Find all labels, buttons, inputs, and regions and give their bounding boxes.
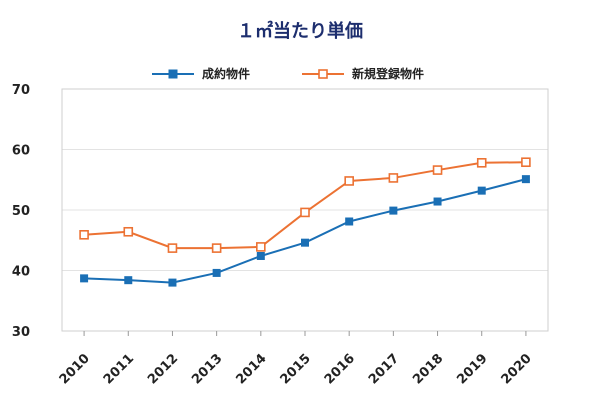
data-point-2-2014 [256, 242, 266, 252]
data-point-1-2018 [433, 197, 442, 206]
data-point-2-2016 [344, 176, 354, 186]
x-tick-label-2011: 2011 [101, 351, 137, 387]
data-point-2-2019 [476, 158, 487, 168]
x-tick-label-2020: 2020 [499, 351, 535, 387]
data-point-2-2011 [123, 226, 134, 237]
legend-label-1: 成約物件 [202, 66, 250, 81]
data-point-1-2020 [521, 175, 530, 184]
data-point-1-2012 [168, 278, 177, 287]
y-tick-label-70: 70 [12, 83, 30, 98]
series-line-2 [84, 161, 526, 250]
y-tick-label-30: 30 [12, 325, 30, 340]
data-point-2-2018 [432, 165, 443, 175]
x-tick-label-2016: 2016 [322, 351, 358, 387]
x-tick-label-2013: 2013 [189, 351, 225, 387]
data-point-1-2014 [256, 251, 265, 260]
x-tick-label-2019: 2019 [454, 351, 490, 387]
data-point-1-2017 [389, 206, 398, 215]
data-point-1-2010 [80, 274, 89, 283]
data-point-2-2013 [211, 243, 222, 253]
legend-marker-1 [168, 69, 178, 79]
data-point-1-2016 [345, 217, 354, 226]
x-tick-label-2018: 2018 [410, 351, 446, 387]
series-line-1 [84, 178, 527, 284]
legend-label-2: 新規登録物件 [352, 66, 424, 81]
data-point-2-2010 [79, 230, 89, 240]
data-point-1-2013 [212, 268, 221, 277]
y-tick-label-60: 60 [12, 144, 30, 159]
chart-title: １㎡当たり単価 [237, 20, 363, 42]
x-tick-label-2010: 2010 [57, 351, 93, 387]
x-tick-label-2012: 2012 [145, 351, 181, 387]
data-point-1-2015 [301, 238, 309, 247]
data-point-1-2011 [124, 276, 133, 285]
y-tick-label-40: 40 [12, 265, 30, 280]
x-tick-label-2017: 2017 [366, 351, 402, 387]
x-tick-label-2014: 2014 [233, 351, 269, 387]
data-point-2-2017 [388, 173, 399, 183]
data-point-2-2012 [167, 243, 178, 253]
legend: 成約物件 新規登録物件 [152, 66, 424, 81]
y-tick-label-50: 50 [12, 204, 30, 219]
data-point-2-2015 [300, 207, 310, 218]
legend-marker-2 [318, 69, 328, 79]
data-point-1-2019 [477, 186, 486, 195]
data-point-2-2020 [521, 157, 531, 168]
x-tick-label-2015: 2015 [278, 351, 314, 387]
